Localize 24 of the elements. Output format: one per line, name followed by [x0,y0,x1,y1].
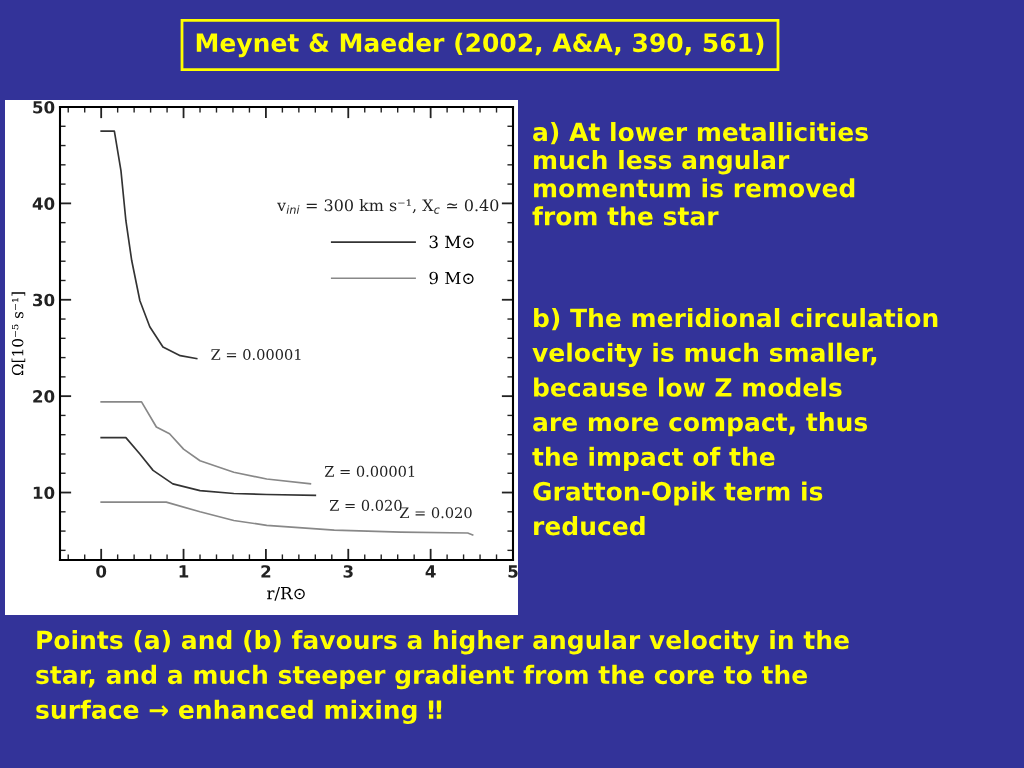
x-tick-label: 5 [508,565,518,578]
text: Points (a) and (b) favours a higher angular velocity in the star, and a much steeper gradient from the core to the surface → enhanced mixing ‼ [36,630,849,725]
annotation: Z = 0.020 [329,499,402,511]
x-tick-label: 4 [425,565,436,578]
text: b) The meridional circulation velocity is much smaller, because low Z models are more compact, thus the impact of the Gratton-Opik term is reduced [532,308,938,536]
x-tick-label: 3 [343,565,353,578]
y-axis-title: Ω[10⁻⁵ s⁻¹] [11,292,26,376]
y-tick-label: 50 [33,100,55,114]
y-tick-label: 30 [33,293,55,307]
annotation: v$_{ini}$ = 300 km s⁻¹, X$_{c}$ ≃ 0.40 [277,198,499,214]
legend-label: 3 M⊙ [429,235,474,249]
chart-title: Meynet & Maeder (2002, A&A, 390, 561) [196,32,764,58]
x-tick-label: 0 [96,565,107,578]
annotation: Z = 0.020 [399,507,472,519]
annotation: Z = 0.00001 [211,348,301,361]
x-axis-title: r/R⊙ [267,587,305,601]
legend-label: 9 M⊙ [429,271,474,285]
y-tick-label: 40 [32,197,55,210]
y-tick-label: 20 [33,390,55,403]
y-tick-label: 10 [33,486,55,500]
text: a) At lower metallicities much less angular momentum is removed from the star [532,122,868,226]
annotation: Z = 0.00001 [324,465,415,477]
x-tick-label: 2 [261,565,271,578]
x-tick-label: 1 [179,565,189,578]
